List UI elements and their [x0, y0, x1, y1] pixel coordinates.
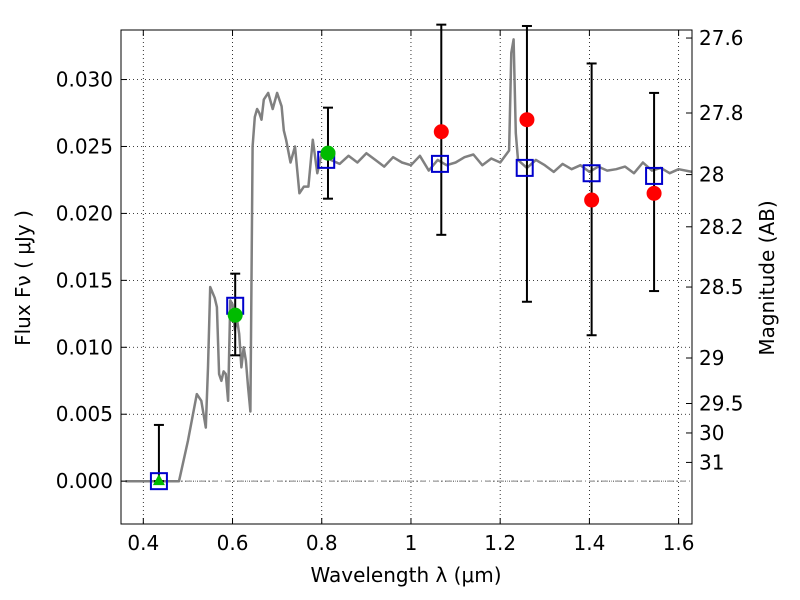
x-tick-label: 1.6	[663, 531, 695, 555]
observed-point	[320, 145, 336, 161]
y2-tick-label: 31	[699, 450, 724, 474]
y2-tick-label: 29	[699, 346, 724, 370]
x-axis-label: Wavelength λ (μm)	[310, 563, 501, 587]
y-tick-label: 0.000	[56, 469, 113, 493]
axis-ticks	[121, 30, 692, 524]
y2-tick-label: 29.5	[699, 392, 744, 416]
y2-tick-label: 27.6	[699, 26, 744, 50]
x-tick-label: 1	[405, 531, 418, 555]
y-tick-labels: 0.000 0.005 0.010 0.015 0.020 0.025 0.030	[56, 68, 113, 494]
model-flux-box	[515, 158, 534, 177]
observed-point	[433, 124, 449, 140]
y2-tick-labels: 27.6 27.8 28 28.2 28.5 29 29.5 30 31	[699, 26, 744, 474]
y2-axis-label: Magnitude (AB)	[755, 200, 779, 355]
observed-point	[519, 112, 535, 128]
y2-tick-label: 28	[699, 163, 724, 187]
observed-point	[646, 185, 662, 201]
observed-layer	[152, 112, 662, 486]
x-tick-label: 0.4	[127, 531, 159, 555]
y-tick-label: 0.010	[56, 335, 113, 359]
y2-tick-label: 28.5	[699, 275, 744, 299]
model-flux-box	[430, 154, 449, 173]
y2-tick-label: 30	[699, 421, 724, 445]
y2-tick-label: 28.2	[699, 215, 744, 239]
x-tick-label: 0.6	[217, 531, 249, 555]
x-tick-label: 1.2	[484, 531, 516, 555]
y-tick-label: 0.015	[56, 268, 113, 292]
y-tick-label: 0.005	[56, 402, 113, 426]
y-tick-label: 0.025	[56, 134, 113, 158]
x-tick-label: 1.4	[573, 531, 605, 555]
observed-triangle	[152, 474, 165, 486]
model-flux-layer	[149, 150, 664, 491]
x-tick-labels: 0.4 0.6 0.8 1 1.2 1.4 1.6	[127, 531, 694, 555]
y-tick-label: 0.030	[56, 68, 113, 92]
observed-point	[227, 307, 243, 323]
x-tick-label: 0.8	[306, 531, 338, 555]
model-flux-box	[149, 472, 168, 491]
model-flux-box	[645, 166, 664, 185]
y-axis-label: Flux Fν ( μJy )	[11, 210, 35, 346]
y2-tick-label: 27.8	[699, 101, 744, 125]
model-flux-box	[582, 164, 601, 183]
plot-frame	[120, 29, 693, 525]
y-tick-label: 0.020	[56, 201, 113, 225]
observed-point	[584, 192, 600, 208]
